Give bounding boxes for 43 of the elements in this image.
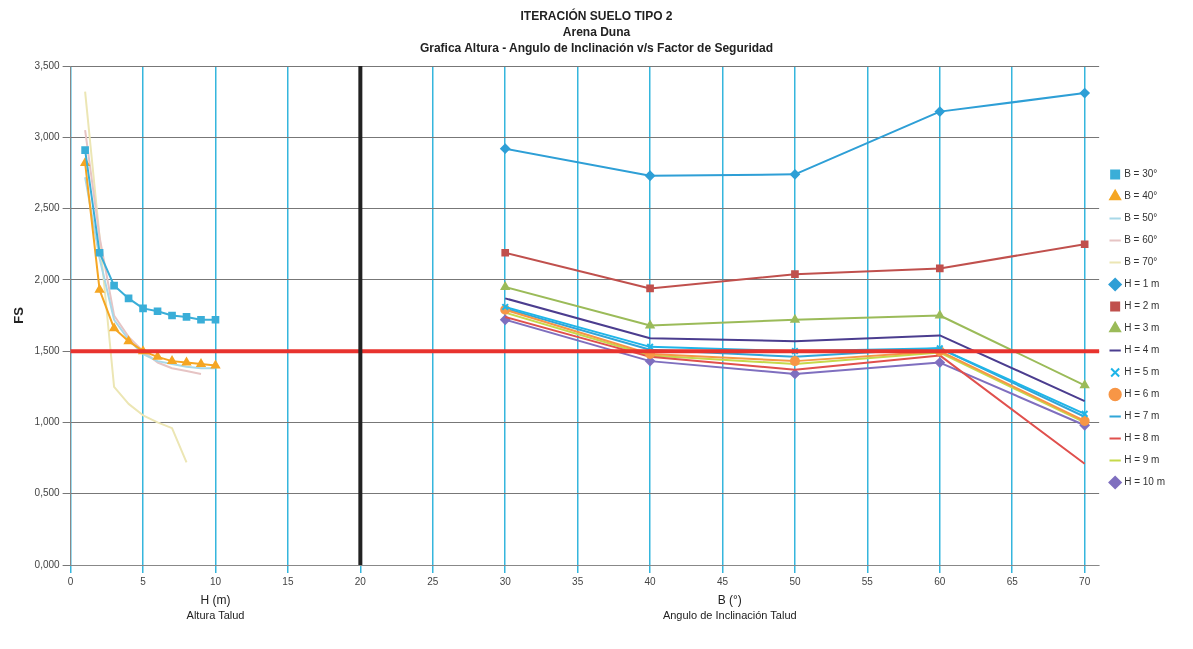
legend-label: B = 50° — [1124, 212, 1158, 224]
x-tick-label: 55 — [861, 575, 874, 587]
text: H (m) Altura Talud — [186, 593, 245, 621]
legend-label: H = 9 m — [1124, 454, 1160, 466]
legend-label: H = 8 m — [1124, 432, 1160, 444]
y-tick-label: 0,000 — [34, 558, 61, 570]
chart-subtitle: Arena Duna Grafica Altura - Angulo de Inclinación v/s Factor de Seguridad — [418, 24, 775, 56]
y-tick-label: 2,500 — [34, 202, 61, 214]
legend-label: H = 5 m — [1124, 366, 1160, 378]
x-tick-label: 40 — [644, 575, 657, 587]
legend-label: H = 10 m — [1124, 476, 1166, 488]
y-tick-label: 3,500 — [34, 59, 61, 71]
legend-label: H = 7 m — [1124, 410, 1160, 422]
x-tick-label: 35 — [572, 575, 584, 587]
y-tick-label: 1,000 — [34, 416, 61, 428]
x-tick-label: 70 — [1079, 575, 1091, 587]
x-tick-label: 45 — [716, 575, 729, 587]
x-tick-label: 15 — [282, 575, 294, 587]
y-tick-label: 1,500 — [34, 344, 61, 356]
x-tick-label: 50 — [789, 575, 801, 587]
y-tick-label: 3,000 — [34, 131, 61, 143]
legend-label: H = 1 m — [1124, 278, 1160, 290]
legend-label: H = 3 m — [1124, 322, 1160, 334]
legend-label: H = 4 m — [1124, 344, 1160, 356]
legend-label: B = 60° — [1124, 234, 1158, 246]
chart-title: ITERACIÓN SUELO TIPO 2 — [519, 8, 674, 24]
legend-label: B = 30° — [1124, 168, 1158, 180]
x-tick-label: 0 — [67, 575, 74, 587]
x-axis-title: B (°) Angulo de Inclinación Talud — [662, 593, 797, 621]
y-axis-title: FS — [11, 306, 27, 324]
x-tick-label: 5 — [140, 575, 147, 587]
legend-label: B = 40° — [1124, 190, 1158, 202]
x-tick-label: 30 — [499, 575, 512, 587]
x-tick-label: 10 — [209, 575, 222, 587]
legend-label: H = 6 m — [1124, 388, 1160, 400]
x-tick-label: 20 — [354, 575, 367, 587]
legend-label: B = 70° — [1124, 256, 1158, 268]
y-tick-label: 0,500 — [34, 487, 61, 499]
y-tick-label: 2,000 — [34, 273, 61, 285]
x-tick-label: 25 — [427, 575, 439, 587]
legend-label: H = 2 m — [1124, 300, 1160, 312]
x-tick-label: 60 — [934, 575, 946, 587]
x-tick-label: 65 — [1006, 575, 1019, 587]
